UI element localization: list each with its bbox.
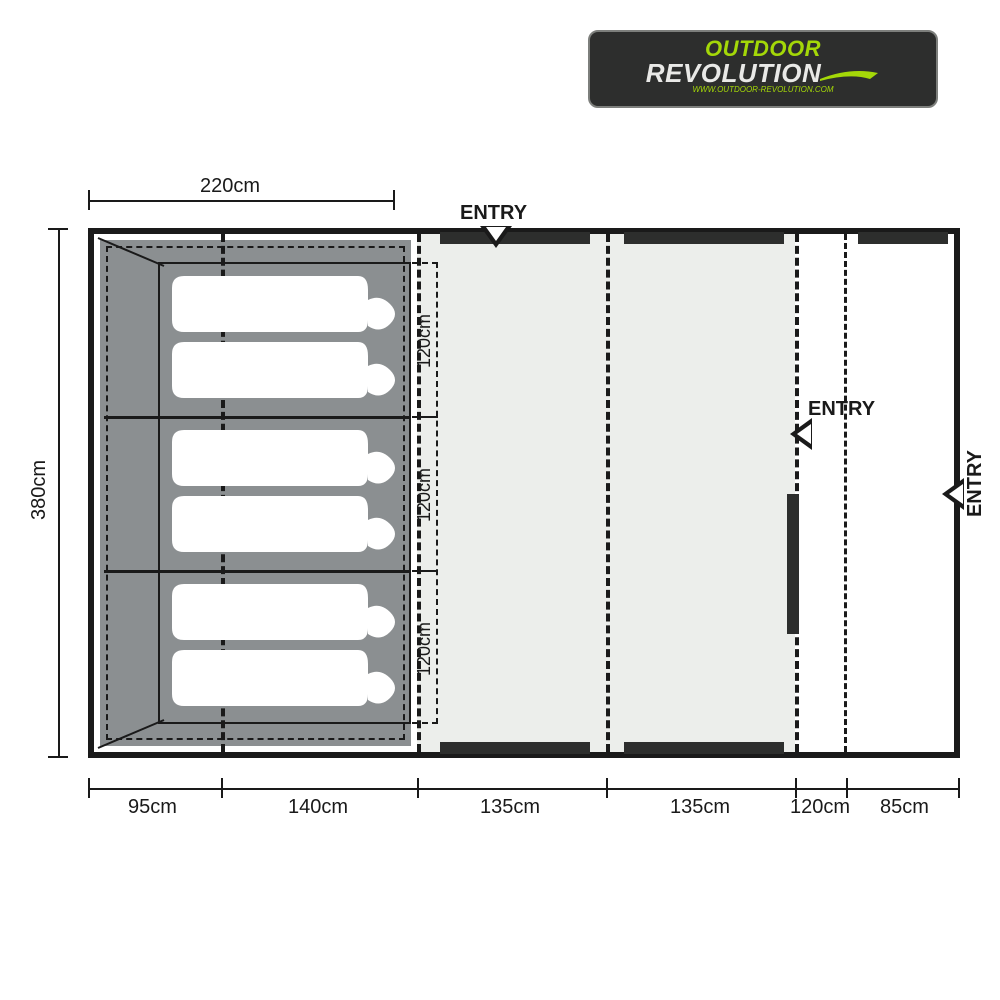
person-icon [172, 430, 398, 486]
dim-b-tick-6 [958, 778, 960, 798]
mud-bar [440, 232, 590, 244]
beam-3 [606, 234, 610, 752]
person-icon [172, 584, 398, 640]
dim-b-4: 135cm [670, 796, 730, 819]
dim-b-1: 95cm [128, 796, 177, 819]
entry-label-mid: ENTRY [808, 398, 875, 421]
mud-bar [787, 494, 799, 634]
dim-b-2: 140cm [288, 796, 348, 819]
dim-top-line [88, 200, 395, 202]
dim-left-tick-t [48, 228, 68, 230]
swoosh-icon [820, 69, 880, 83]
entry-label-right: ENTRY [964, 450, 987, 517]
dim-left-label: 380cm [28, 460, 51, 520]
dim-b-tick-0 [88, 778, 90, 798]
dim-b-6: 85cm [880, 796, 929, 819]
beam-2 [417, 234, 421, 752]
dim-b-3: 135cm [480, 796, 540, 819]
dim-b-tick-5 [846, 778, 848, 798]
brand-logo: OUTDOOR REVOLUTION WWW.OUTDOOR-REVOLUTIO… [588, 30, 938, 108]
beam-5 [844, 234, 847, 752]
bed-divider-1 [104, 416, 411, 419]
entry-label-top: ENTRY [460, 202, 527, 225]
logo-url: WWW.OUTDOOR-REVOLUTION.COM [590, 85, 936, 94]
person-icon [172, 650, 398, 706]
dim-b-tick-1 [221, 778, 223, 798]
entry-arrow-inner-icon [483, 226, 509, 246]
bed-divider-2 [104, 570, 411, 573]
floorplan-canvas: OUTDOOR REVOLUTION WWW.OUTDOOR-REVOLUTIO… [0, 0, 1000, 1000]
dim-b-tick-2 [417, 778, 419, 798]
person-icon [172, 276, 398, 332]
inner-tick-1 [412, 416, 438, 418]
mud-bar [440, 742, 590, 754]
dim-b-tick-3 [606, 778, 608, 798]
logo-bottom-text: REVOLUTION [590, 60, 936, 87]
mud-bar [858, 232, 948, 244]
tent-outline: 120cm 120cm 120cm [88, 228, 960, 758]
logo-top-text: OUTDOOR [590, 38, 936, 60]
logo-word-revolution: REVOLUTION [646, 58, 821, 88]
person-icon [172, 496, 398, 552]
mud-bar [624, 742, 784, 754]
dim-b-tick-4 [795, 778, 797, 798]
dim-left-tick-b [48, 756, 68, 758]
dim-top-tick-r [393, 190, 395, 210]
dim-bottom-line [88, 788, 960, 790]
entry-arrow-inner-icon [794, 421, 814, 447]
dim-top-label: 220cm [200, 175, 260, 198]
person-icon [172, 342, 398, 398]
dim-top-tick-l [88, 190, 90, 210]
entry-arrow-inner-icon [946, 481, 966, 507]
dim-b-5: 120cm [790, 796, 850, 819]
inner-tick-2 [412, 570, 438, 572]
dim-left-line [58, 228, 60, 758]
beam-4 [795, 234, 799, 752]
mud-bar [624, 232, 784, 244]
